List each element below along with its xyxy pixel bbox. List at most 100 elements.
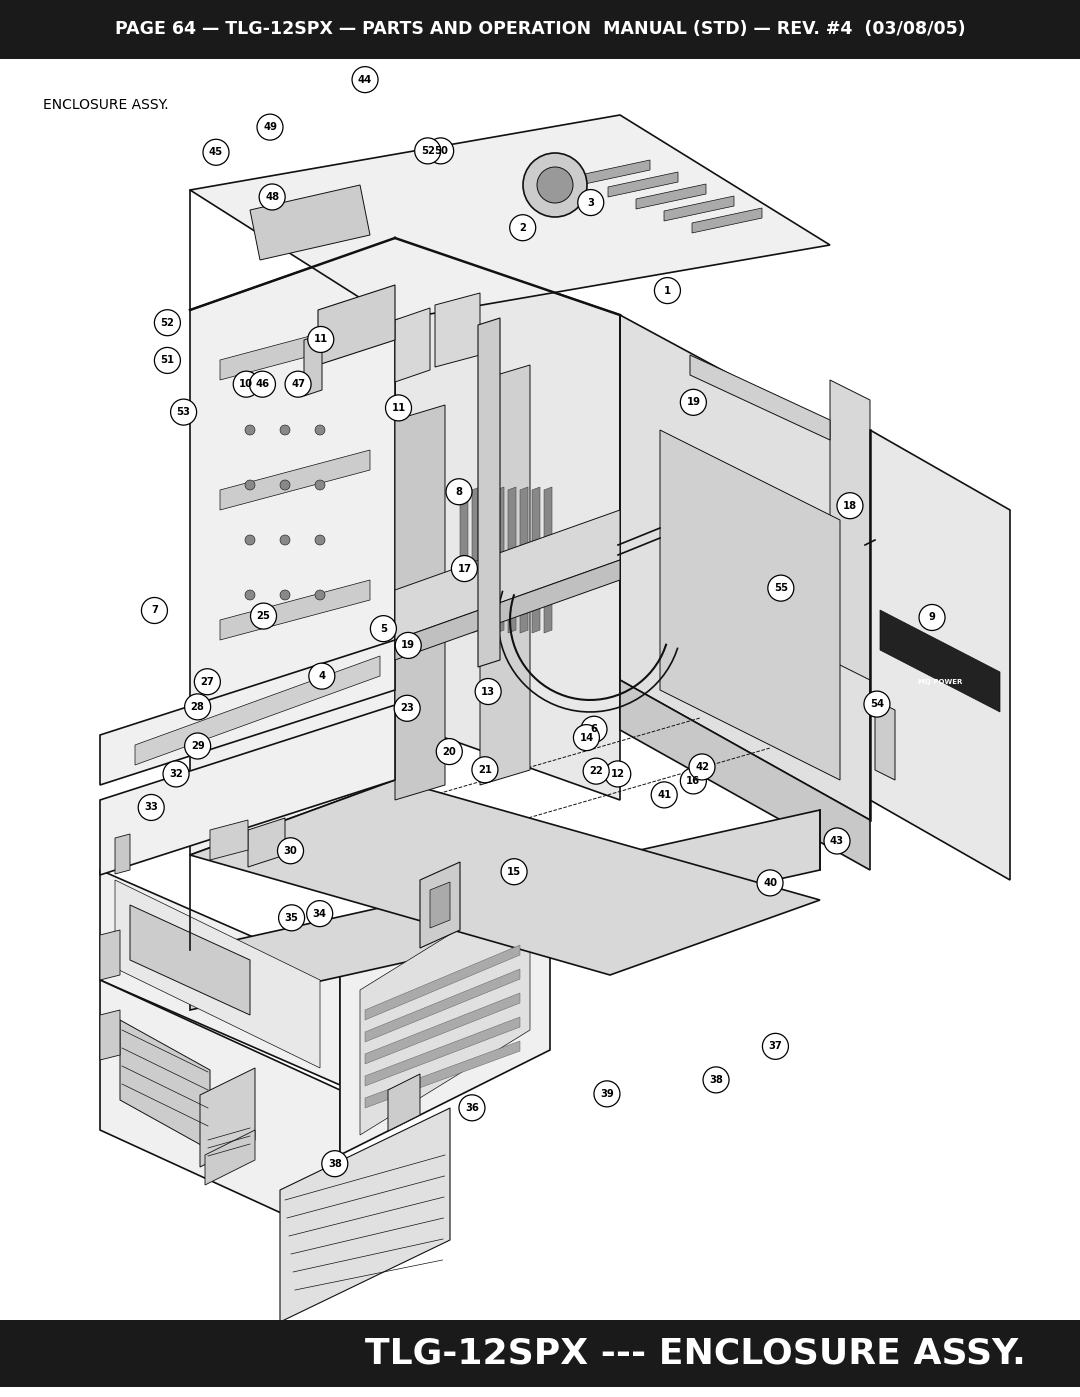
Polygon shape: [114, 834, 130, 875]
Polygon shape: [478, 319, 500, 666]
Circle shape: [307, 901, 333, 926]
Text: 21: 21: [478, 764, 491, 775]
Polygon shape: [365, 1041, 519, 1108]
Circle shape: [315, 481, 325, 490]
Bar: [0, 1320, 1080, 1387]
Text: 43: 43: [831, 835, 843, 847]
Circle shape: [315, 535, 325, 545]
Text: 29: 29: [191, 740, 204, 752]
Circle shape: [280, 590, 291, 599]
Text: MQ POWER: MQ POWER: [918, 679, 962, 685]
Polygon shape: [430, 882, 450, 928]
Text: 52: 52: [421, 145, 434, 156]
Circle shape: [285, 372, 311, 397]
Circle shape: [138, 795, 164, 820]
Circle shape: [154, 348, 180, 373]
Text: 7: 7: [151, 605, 158, 616]
Polygon shape: [664, 196, 734, 221]
Text: 53: 53: [177, 407, 190, 418]
Polygon shape: [190, 780, 820, 975]
Circle shape: [501, 859, 527, 884]
Polygon shape: [130, 905, 249, 1016]
Circle shape: [824, 828, 850, 854]
Text: 12: 12: [611, 768, 624, 780]
Polygon shape: [114, 880, 320, 1067]
Circle shape: [394, 696, 420, 721]
Text: 16: 16: [686, 775, 701, 787]
Text: 1: 1: [664, 285, 671, 296]
Polygon shape: [880, 610, 1000, 712]
Text: 25: 25: [257, 610, 270, 622]
Polygon shape: [435, 293, 480, 367]
Circle shape: [280, 481, 291, 490]
Text: 50: 50: [434, 145, 447, 156]
Polygon shape: [692, 208, 762, 233]
Circle shape: [680, 390, 706, 415]
Text: 6: 6: [591, 724, 597, 735]
Circle shape: [837, 493, 863, 518]
Polygon shape: [831, 380, 870, 680]
Text: 17: 17: [458, 563, 471, 574]
Polygon shape: [532, 488, 540, 633]
Polygon shape: [496, 488, 504, 633]
Polygon shape: [220, 580, 370, 640]
Polygon shape: [608, 172, 678, 197]
Text: 2: 2: [519, 222, 526, 233]
Polygon shape: [365, 993, 519, 1065]
Polygon shape: [190, 237, 395, 855]
Text: 15: 15: [507, 866, 522, 877]
Polygon shape: [875, 700, 895, 780]
Text: 10: 10: [240, 379, 253, 390]
Circle shape: [322, 1151, 348, 1176]
Circle shape: [309, 664, 335, 689]
Circle shape: [280, 425, 291, 434]
Text: 27: 27: [201, 676, 214, 687]
Text: 38: 38: [710, 1074, 723, 1085]
Text: 18: 18: [842, 500, 858, 511]
Text: 9: 9: [929, 612, 935, 623]
Polygon shape: [100, 981, 340, 1241]
Text: 11: 11: [391, 402, 406, 414]
Circle shape: [249, 372, 275, 397]
Polygon shape: [100, 870, 340, 1085]
Polygon shape: [100, 640, 395, 785]
Circle shape: [308, 327, 334, 352]
Polygon shape: [120, 1020, 210, 1150]
Polygon shape: [100, 705, 395, 875]
Circle shape: [864, 692, 890, 717]
Text: 49: 49: [264, 122, 276, 133]
Circle shape: [315, 425, 325, 434]
Text: 44: 44: [357, 74, 373, 85]
Polygon shape: [365, 944, 519, 1020]
Circle shape: [768, 576, 794, 601]
Polygon shape: [636, 184, 706, 210]
Circle shape: [762, 1034, 788, 1059]
Circle shape: [203, 140, 229, 165]
Circle shape: [919, 605, 945, 630]
Circle shape: [578, 190, 604, 215]
Polygon shape: [484, 488, 492, 633]
Circle shape: [446, 479, 472, 504]
Polygon shape: [508, 488, 516, 633]
Polygon shape: [100, 930, 120, 981]
Polygon shape: [205, 1130, 255, 1185]
Polygon shape: [395, 307, 430, 381]
Circle shape: [475, 679, 501, 704]
Polygon shape: [340, 870, 550, 1155]
Polygon shape: [420, 862, 460, 949]
Circle shape: [395, 633, 421, 658]
Text: 45: 45: [208, 147, 224, 158]
Circle shape: [537, 168, 573, 203]
Polygon shape: [100, 1010, 120, 1060]
Polygon shape: [620, 680, 870, 870]
Circle shape: [251, 604, 276, 629]
Polygon shape: [544, 488, 552, 633]
Text: 20: 20: [443, 746, 456, 757]
Text: 51: 51: [160, 355, 175, 366]
Text: 32: 32: [170, 768, 183, 780]
Circle shape: [154, 310, 180, 335]
Circle shape: [583, 759, 609, 784]
Polygon shape: [395, 510, 620, 640]
Text: 3: 3: [588, 197, 594, 208]
Circle shape: [428, 138, 454, 163]
